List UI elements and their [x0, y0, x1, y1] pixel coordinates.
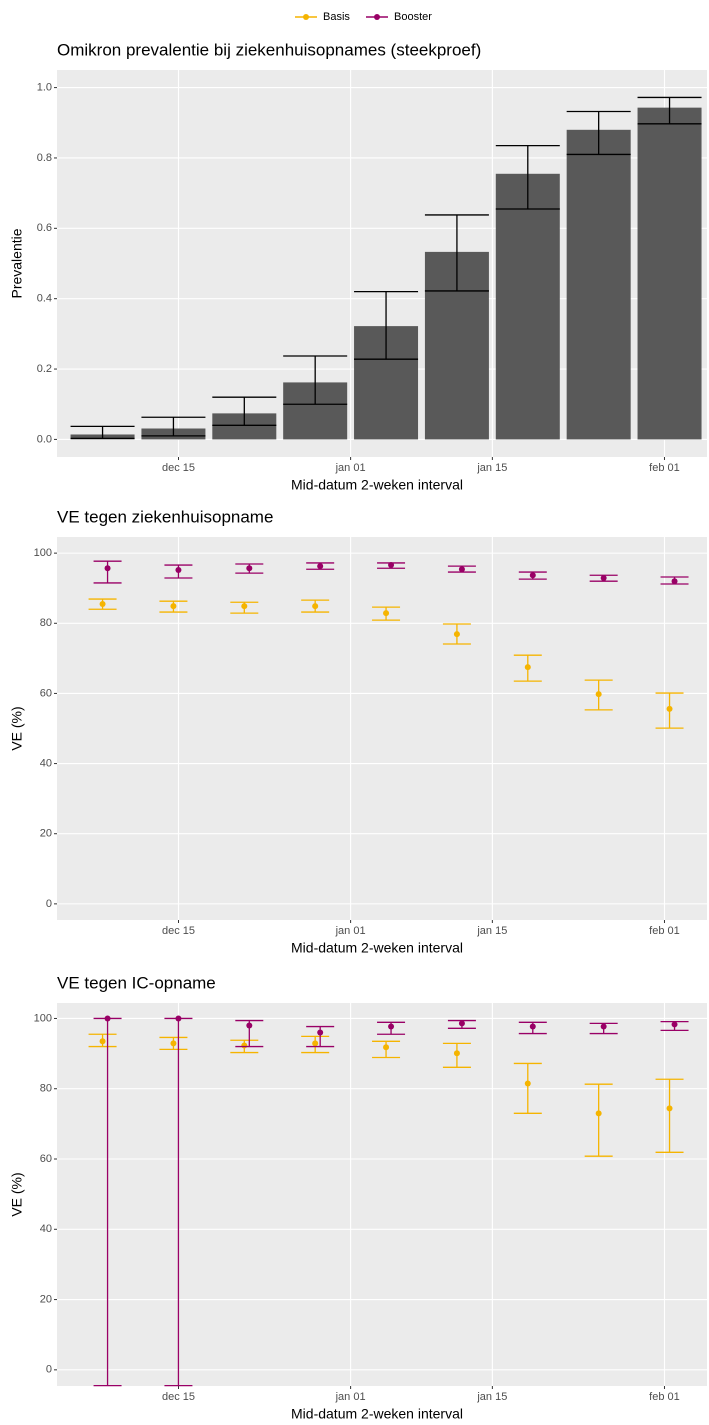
point [241, 1042, 248, 1049]
point [317, 1029, 324, 1036]
point [529, 572, 536, 579]
point [175, 1015, 182, 1022]
point [388, 1023, 395, 1030]
y-axis-title: VE (%) [9, 1172, 25, 1216]
bar [495, 173, 560, 440]
x-tick-label: feb 01 [649, 1391, 680, 1403]
point [671, 1021, 678, 1028]
point [99, 1038, 106, 1045]
point [317, 563, 324, 570]
y-tick-label: 0.6 [37, 222, 52, 234]
point [175, 566, 182, 573]
y-tick-label: 40 [40, 757, 52, 769]
point [453, 1050, 460, 1057]
panel-background [57, 537, 707, 920]
legend-key-point [374, 14, 380, 20]
y-tick-label: 60 [40, 687, 52, 699]
point [666, 1105, 673, 1112]
point [104, 1015, 111, 1022]
legend-label: Booster [394, 11, 432, 23]
legend-key-point [303, 14, 309, 20]
y-tick-label: 0.2 [37, 363, 52, 375]
x-tick-label: jan 15 [476, 462, 507, 474]
y-tick-label: 60 [40, 1153, 52, 1165]
point [383, 610, 390, 617]
point [595, 691, 602, 698]
y-tick-label: 20 [40, 828, 52, 840]
x-tick-label: jan 01 [335, 925, 366, 937]
x-tick-label: dec 15 [162, 1391, 195, 1403]
y-tick-label: 0 [46, 1364, 52, 1376]
chart-title: VE tegen ziekenhuisopname [57, 507, 273, 526]
point [246, 1022, 253, 1029]
y-tick-label: 80 [40, 1083, 52, 1095]
chart-title: VE tegen IC-opname [57, 973, 216, 992]
y-tick-label: 20 [40, 1293, 52, 1305]
legend-label: Basis [323, 11, 350, 23]
y-tick-label: 1.0 [37, 81, 52, 93]
x-axis-title: Mid-datum 2-weken interval [291, 1406, 463, 1422]
point [595, 1110, 602, 1117]
x-tick-label: jan 01 [335, 1391, 366, 1403]
point [246, 565, 253, 572]
x-axis-title: Mid-datum 2-weken interval [291, 940, 463, 956]
x-axis-title: Mid-datum 2-weken interval [291, 477, 463, 493]
chart-title: Omikron prevalentie bij ziekenhuisopname… [57, 40, 481, 59]
x-tick-label: feb 01 [649, 925, 680, 937]
y-tick-label: 0.4 [37, 293, 52, 305]
point [666, 705, 673, 712]
legend: Basis Booster [295, 11, 432, 23]
point [170, 603, 177, 610]
point [383, 1044, 390, 1051]
point [524, 664, 531, 671]
point [312, 603, 319, 610]
y-axis-title: Prevalentie [9, 228, 25, 298]
point [312, 1040, 319, 1047]
x-tick-label: jan 01 [335, 462, 366, 474]
point [104, 565, 111, 572]
y-tick-label: 100 [34, 1012, 52, 1024]
point [170, 1040, 177, 1047]
point [458, 566, 465, 573]
y-axis-title: VE (%) [9, 706, 25, 750]
point [529, 1023, 536, 1030]
y-tick-label: 0.0 [37, 433, 52, 445]
point [458, 1020, 465, 1027]
x-tick-label: feb 01 [649, 462, 680, 474]
point [671, 578, 678, 585]
y-tick-label: 80 [40, 617, 52, 629]
point [241, 603, 248, 610]
x-tick-label: dec 15 [162, 925, 195, 937]
point [524, 1080, 531, 1087]
point [600, 575, 607, 582]
bar [637, 107, 702, 440]
point [600, 1023, 607, 1030]
bar [566, 129, 631, 440]
point [388, 562, 395, 569]
point [99, 600, 106, 607]
y-tick-label: 0 [46, 898, 52, 910]
panel-background [57, 1003, 707, 1386]
x-tick-label: jan 15 [476, 925, 507, 937]
point [453, 631, 460, 638]
y-tick-label: 0.8 [37, 152, 52, 164]
x-tick-label: jan 15 [476, 1391, 507, 1403]
x-tick-label: dec 15 [162, 462, 195, 474]
y-tick-label: 100 [34, 547, 52, 559]
y-tick-label: 40 [40, 1223, 52, 1235]
